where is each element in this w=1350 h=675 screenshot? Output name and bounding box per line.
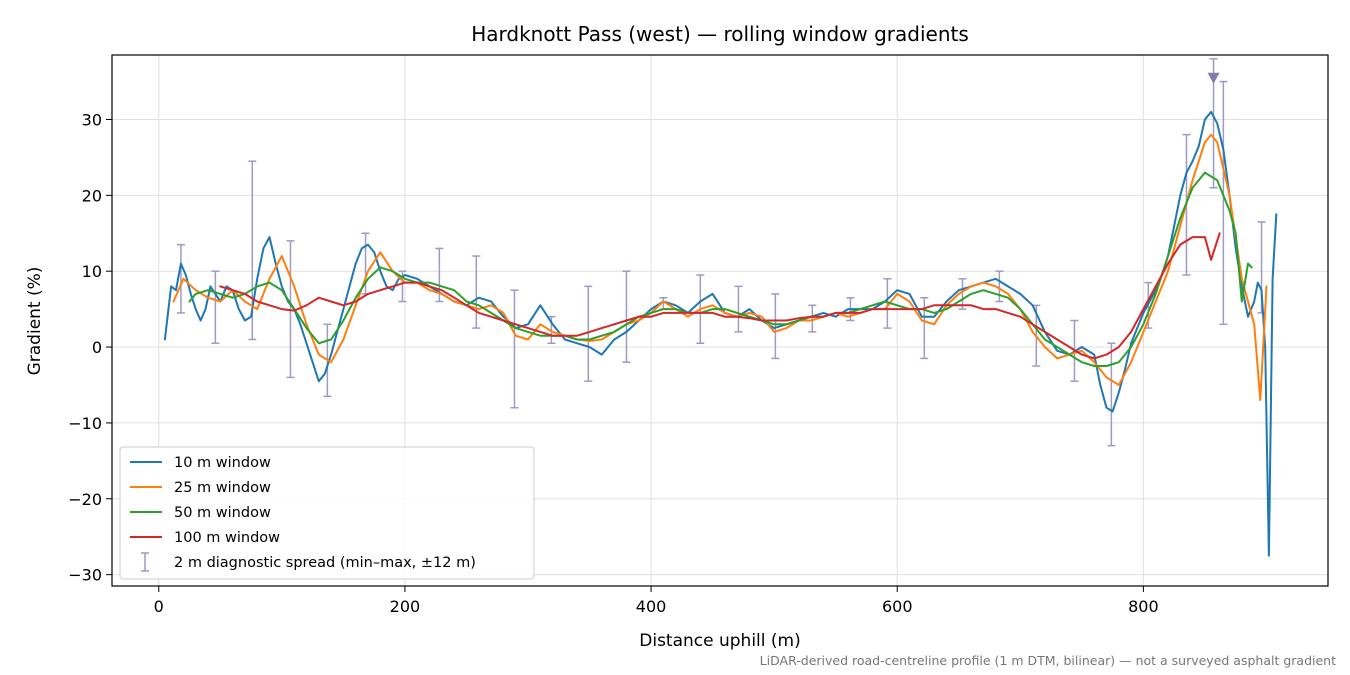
error-bar: [211, 270, 220, 345]
footnote: LiDAR-derived road-centreline profile (1…: [760, 653, 1336, 668]
legend-swatch-errorbar: [141, 552, 149, 572]
legend: 10 m window 25 m window 50 m window 100 …: [119, 446, 535, 580]
error-bar: [286, 240, 295, 379]
legend-label-50m: 50 m window: [174, 505, 271, 521]
x-axis-label: Distance uphill (m): [639, 631, 800, 651]
error-bar: [734, 285, 743, 333]
y-tick-label: 20: [82, 186, 102, 205]
peak-marker: [1207, 72, 1220, 84]
error-bar: [584, 285, 593, 382]
tick-layer: 0 200 400 600 800 −30 −20 −10 0 10 20 30: [68, 110, 1158, 616]
error-bar: [771, 293, 780, 360]
x-tick-label: 400: [636, 597, 667, 616]
error-bar: [510, 289, 519, 409]
x-tick-label: 0: [154, 597, 164, 616]
x-tick-label: 600: [882, 597, 913, 616]
error-bar: [176, 243, 185, 314]
y-tick-label: −30: [68, 566, 102, 585]
chart-title: Hardknott Pass (west) — rolling window g…: [471, 22, 969, 46]
x-tick-label: 800: [1128, 597, 1159, 616]
legend-label-errorbar: 2 m diagnostic spread (min–max, ±12 m): [174, 555, 476, 571]
error-bar: [1107, 342, 1116, 447]
series-line-100m: [219, 232, 1221, 360]
y-tick-label: −20: [68, 490, 102, 509]
error-bar: [472, 255, 481, 329]
legend-frame: [119, 446, 535, 580]
legend-label-25m: 25 m window: [174, 480, 271, 496]
error-bar: [1219, 80, 1228, 326]
y-tick-label: −10: [68, 414, 102, 433]
error-bar: [995, 270, 1004, 303]
y-tick-label: 0: [92, 338, 102, 357]
marker-layer: [1207, 72, 1220, 84]
plot-frame: [111, 54, 1329, 587]
x-tick-label: 200: [390, 597, 421, 616]
series-line-50m: [188, 171, 1253, 367]
y-axis-label: Gradient (%): [25, 267, 45, 376]
error-bar: [622, 270, 631, 363]
error-bar: [883, 278, 892, 329]
y-tick-label: 10: [82, 262, 102, 281]
series-layer: [163, 110, 1278, 557]
y-tick-label: 30: [82, 110, 102, 129]
legend-label-100m: 100 m window: [174, 530, 280, 546]
error-bar: [808, 304, 817, 333]
error-bar: [958, 278, 967, 310]
legend-label-10m: 10 m window: [174, 455, 271, 471]
